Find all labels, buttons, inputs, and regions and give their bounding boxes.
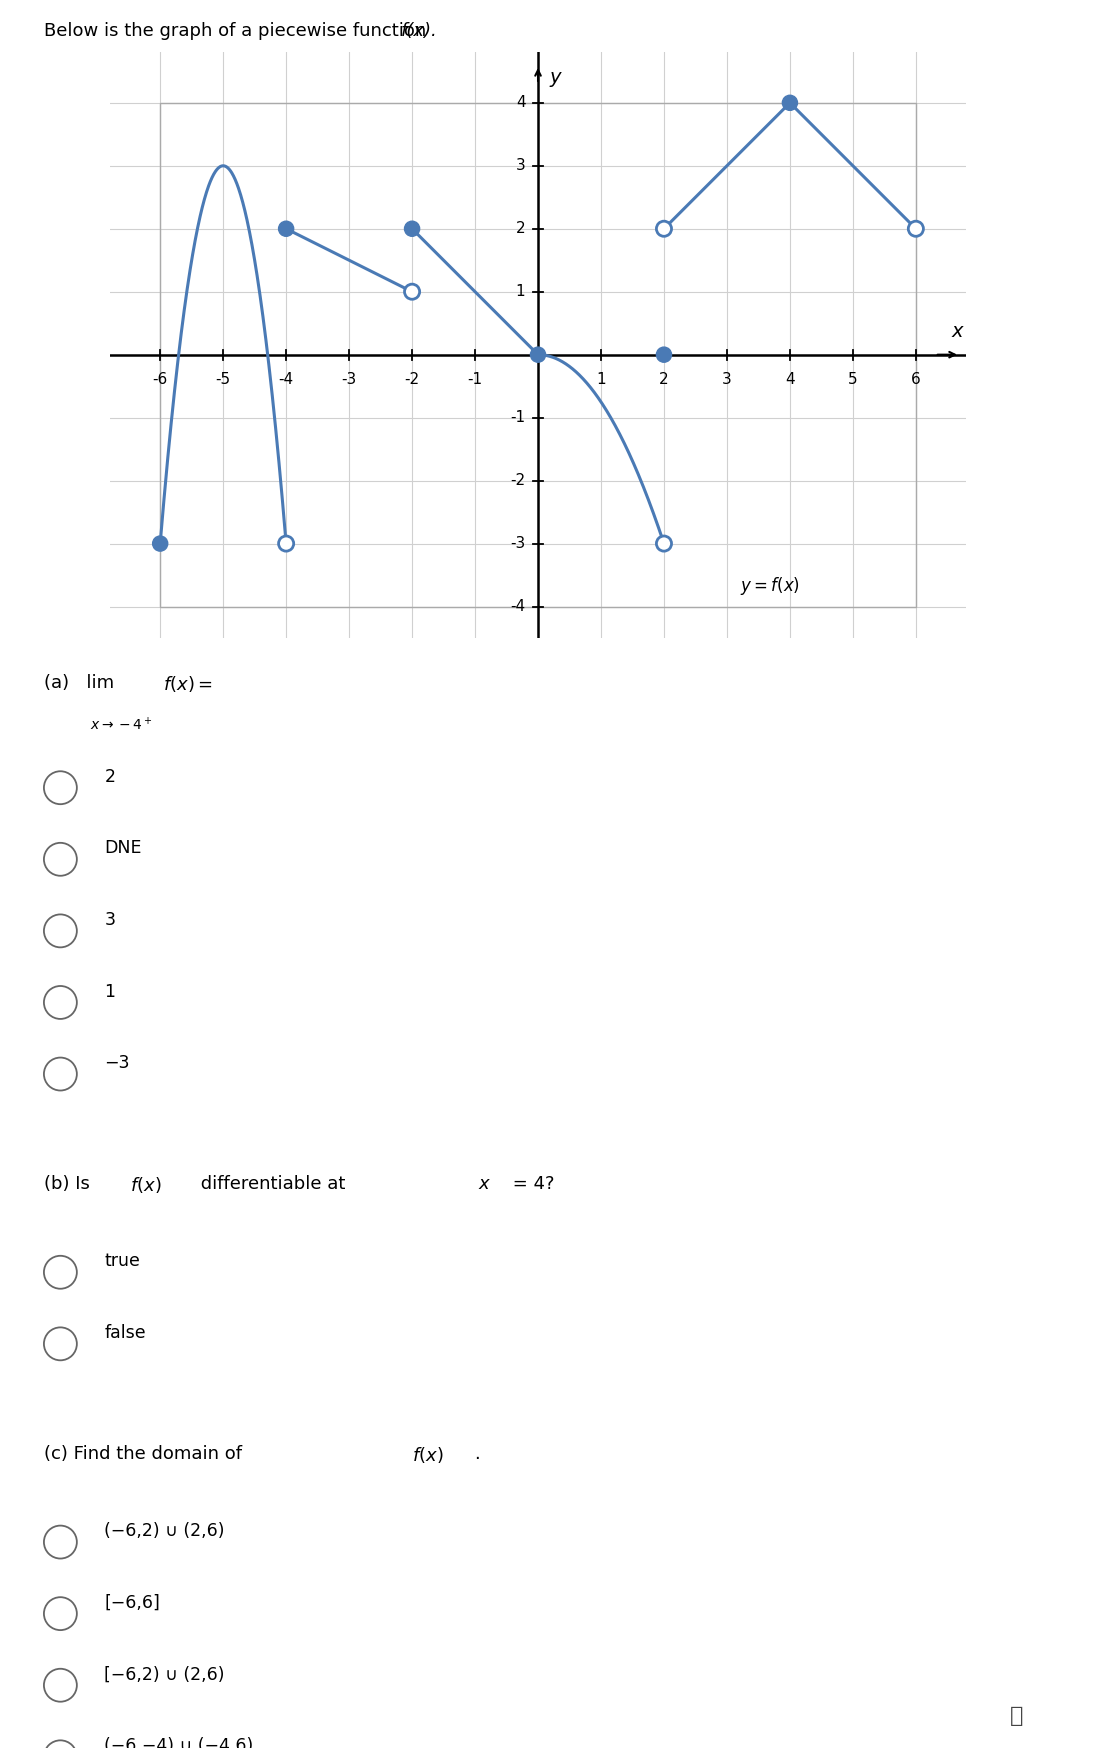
Text: -2: -2 [511, 474, 526, 488]
Text: -4: -4 [279, 372, 293, 388]
Text: 4: 4 [516, 96, 526, 110]
Text: (a)   lim: (a) lim [44, 675, 114, 692]
Text: 6: 6 [911, 372, 921, 388]
Circle shape [657, 348, 672, 362]
Ellipse shape [44, 1741, 77, 1748]
Text: 1: 1 [516, 285, 526, 299]
Text: 2: 2 [516, 222, 526, 236]
Circle shape [404, 222, 419, 236]
Text: 5: 5 [848, 372, 858, 388]
Text: (c) Find the domain of: (c) Find the domain of [44, 1446, 248, 1463]
Text: -4: -4 [511, 600, 526, 614]
Text: ⓘ: ⓘ [1010, 1706, 1023, 1725]
Text: x: x [951, 322, 963, 341]
Ellipse shape [44, 1526, 77, 1559]
Text: 4: 4 [785, 372, 795, 388]
Text: 3: 3 [722, 372, 731, 388]
Text: -2: -2 [404, 372, 419, 388]
Circle shape [279, 537, 293, 551]
Text: −3: −3 [104, 1054, 130, 1072]
Circle shape [530, 348, 546, 362]
Text: y: y [549, 68, 561, 87]
Text: differentiable at: differentiable at [195, 1175, 351, 1194]
Circle shape [279, 222, 293, 236]
Text: -3: -3 [511, 537, 526, 551]
Text: [−6,2) ∪ (2,6): [−6,2) ∪ (2,6) [104, 1666, 225, 1683]
Text: 1: 1 [596, 372, 606, 388]
Circle shape [783, 94, 797, 110]
Ellipse shape [44, 986, 77, 1019]
Text: [−6,6]: [−6,6] [104, 1594, 160, 1612]
Text: Below is the graph of a piecewise function: Below is the graph of a piecewise functi… [44, 21, 432, 40]
Text: $x$: $x$ [478, 1175, 491, 1194]
Text: true: true [104, 1252, 141, 1271]
Text: (−6,2) ∪ (2,6): (−6,2) ∪ (2,6) [104, 1523, 225, 1540]
Text: false: false [104, 1323, 146, 1342]
Circle shape [404, 285, 419, 299]
Text: .: . [474, 1446, 480, 1463]
Text: $f(x)$: $f(x)$ [130, 1175, 161, 1196]
Ellipse shape [44, 914, 77, 947]
Ellipse shape [44, 1058, 77, 1091]
Text: -6: -6 [153, 372, 168, 388]
Ellipse shape [44, 843, 77, 876]
Text: -5: -5 [215, 372, 231, 388]
Ellipse shape [44, 1255, 77, 1288]
Circle shape [657, 537, 672, 551]
Text: f(x).: f(x). [401, 21, 437, 40]
Text: $x \to -4^+$: $x \to -4^+$ [90, 717, 153, 734]
Circle shape [153, 537, 168, 551]
Text: -1: -1 [511, 411, 526, 425]
Text: -1: -1 [468, 372, 483, 388]
Text: 1: 1 [104, 982, 115, 1000]
Bar [160, 103, 916, 607]
Text: 3: 3 [104, 911, 115, 928]
Text: (b) Is: (b) Is [44, 1175, 96, 1194]
Ellipse shape [44, 771, 77, 804]
Text: (−6,−4) ∪ (−4,6): (−6,−4) ∪ (−4,6) [104, 1738, 254, 1748]
Circle shape [657, 222, 672, 236]
Text: = 4?: = 4? [507, 1175, 554, 1194]
Text: $f(x)=$: $f(x)=$ [163, 675, 212, 694]
Text: 3: 3 [516, 159, 526, 173]
Text: $f(x)$: $f(x)$ [412, 1446, 444, 1465]
Ellipse shape [44, 1669, 77, 1703]
Circle shape [908, 222, 923, 236]
Text: 2: 2 [659, 372, 669, 388]
Text: -3: -3 [341, 372, 357, 388]
Text: 2: 2 [104, 767, 115, 787]
Text: DNE: DNE [104, 839, 142, 858]
Text: $y = f(x)$: $y = f(x)$ [740, 575, 799, 598]
Ellipse shape [44, 1598, 77, 1631]
Ellipse shape [44, 1327, 77, 1360]
